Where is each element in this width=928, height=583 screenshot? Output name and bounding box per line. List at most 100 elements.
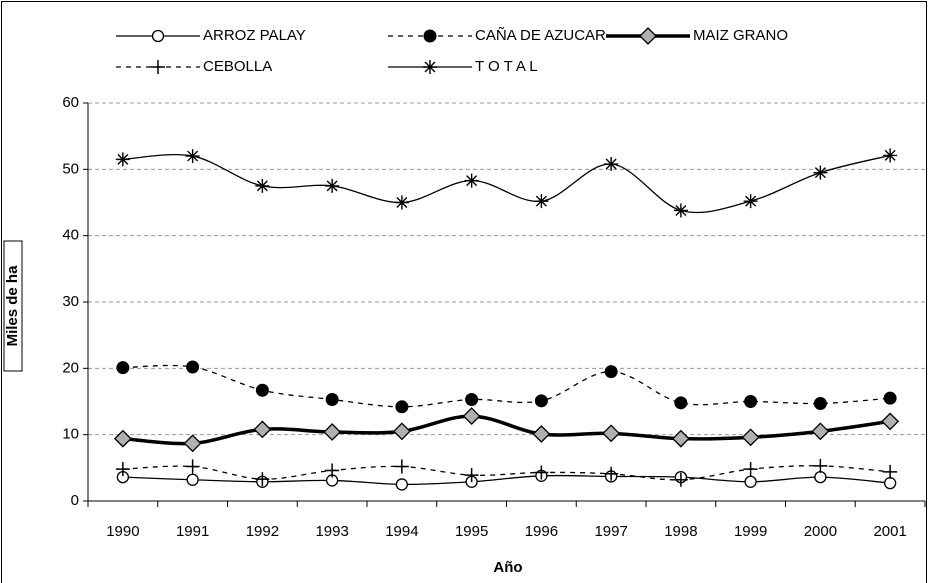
marker [323,423,342,441]
marker [325,463,340,478]
marker-part [183,434,202,453]
marker-part [113,429,132,448]
marker-part [255,178,270,193]
marker-part [743,194,758,209]
marker-part [883,476,897,490]
y-axis-label: Miles de ha [4,265,21,347]
series-line [122,474,891,486]
marker [395,478,409,491]
marker-part [151,60,165,74]
marker-part [185,459,200,474]
x-tick-label: 1998 [664,523,697,540]
marker [813,396,827,410]
marker [814,470,827,484]
legend-label: T O T A L [475,58,538,75]
x-axis-label: Año [493,559,522,576]
marker [113,429,132,448]
marker [883,464,898,479]
x-tick-label: 1994 [385,523,418,540]
legend-label: MAIZ GRANO [693,27,788,44]
marker-part [674,396,688,410]
marker-part [639,27,657,45]
marker [464,173,479,188]
x-tick-label: 1995 [455,523,488,540]
marker [534,465,549,480]
marker [741,428,760,447]
x-tick-label: 2001 [873,523,906,540]
marker [883,148,898,163]
legend-label: ARROZ PALAY [203,27,306,44]
marker [883,476,897,490]
marker [881,412,900,431]
marker [462,407,481,426]
marker-part [673,203,688,218]
marker-part [185,149,200,164]
marker [673,203,688,218]
marker [185,459,200,474]
marker [255,472,270,487]
marker-part [744,475,757,488]
marker [115,152,130,167]
x-tick-label: 1990 [106,523,139,540]
series-line [122,153,891,214]
marker [673,472,688,487]
y-tick-label: 20 [62,359,79,376]
marker-part [394,195,409,210]
y-label-box [3,240,23,372]
marker [183,434,202,453]
marker-part [883,464,898,479]
marker [255,178,270,193]
marker-part [883,148,898,163]
marker-part [115,462,130,477]
marker-part [255,472,270,487]
marker-part [465,393,479,407]
marker-part [671,429,690,448]
marker [534,194,549,209]
marker-part [394,459,409,474]
marker-part [464,173,479,188]
marker [744,475,757,488]
marker [115,462,130,477]
marker-part [883,391,897,405]
marker-part [423,29,437,43]
marker [465,393,479,407]
marker-part [464,468,479,483]
x-tick-label: 1991 [176,523,209,540]
y-tick-label: 30 [62,293,79,310]
marker-part [743,462,758,477]
marker [151,29,165,43]
marker [423,29,437,43]
marker [674,396,688,410]
legend-label: CAÑA DE AZUCAR [475,27,606,44]
x-tick-label: 1997 [594,523,627,540]
marker [743,462,758,477]
legend-label: CEBOLLA [203,58,272,75]
marker [185,149,200,164]
marker [602,424,621,443]
marker-part [534,394,548,408]
marker-part [534,194,549,209]
marker-part [673,472,688,487]
x-tick-label: 1999 [734,523,767,540]
marker [423,60,437,74]
marker [151,60,165,74]
marker [883,391,897,405]
marker [671,429,690,448]
marker [811,422,830,441]
marker-part [744,395,758,408]
marker [534,394,548,408]
marker-part [115,152,130,167]
marker-part [604,157,619,172]
marker [604,157,619,172]
marker-part [813,396,827,410]
y-tick-label: 10 [62,426,79,443]
marker-part [325,393,339,407]
marker-part [392,422,411,441]
marker [744,395,758,408]
marker [186,473,199,486]
marker [604,365,618,379]
marker-part [151,29,165,43]
marker [392,422,411,441]
marker [532,425,551,443]
